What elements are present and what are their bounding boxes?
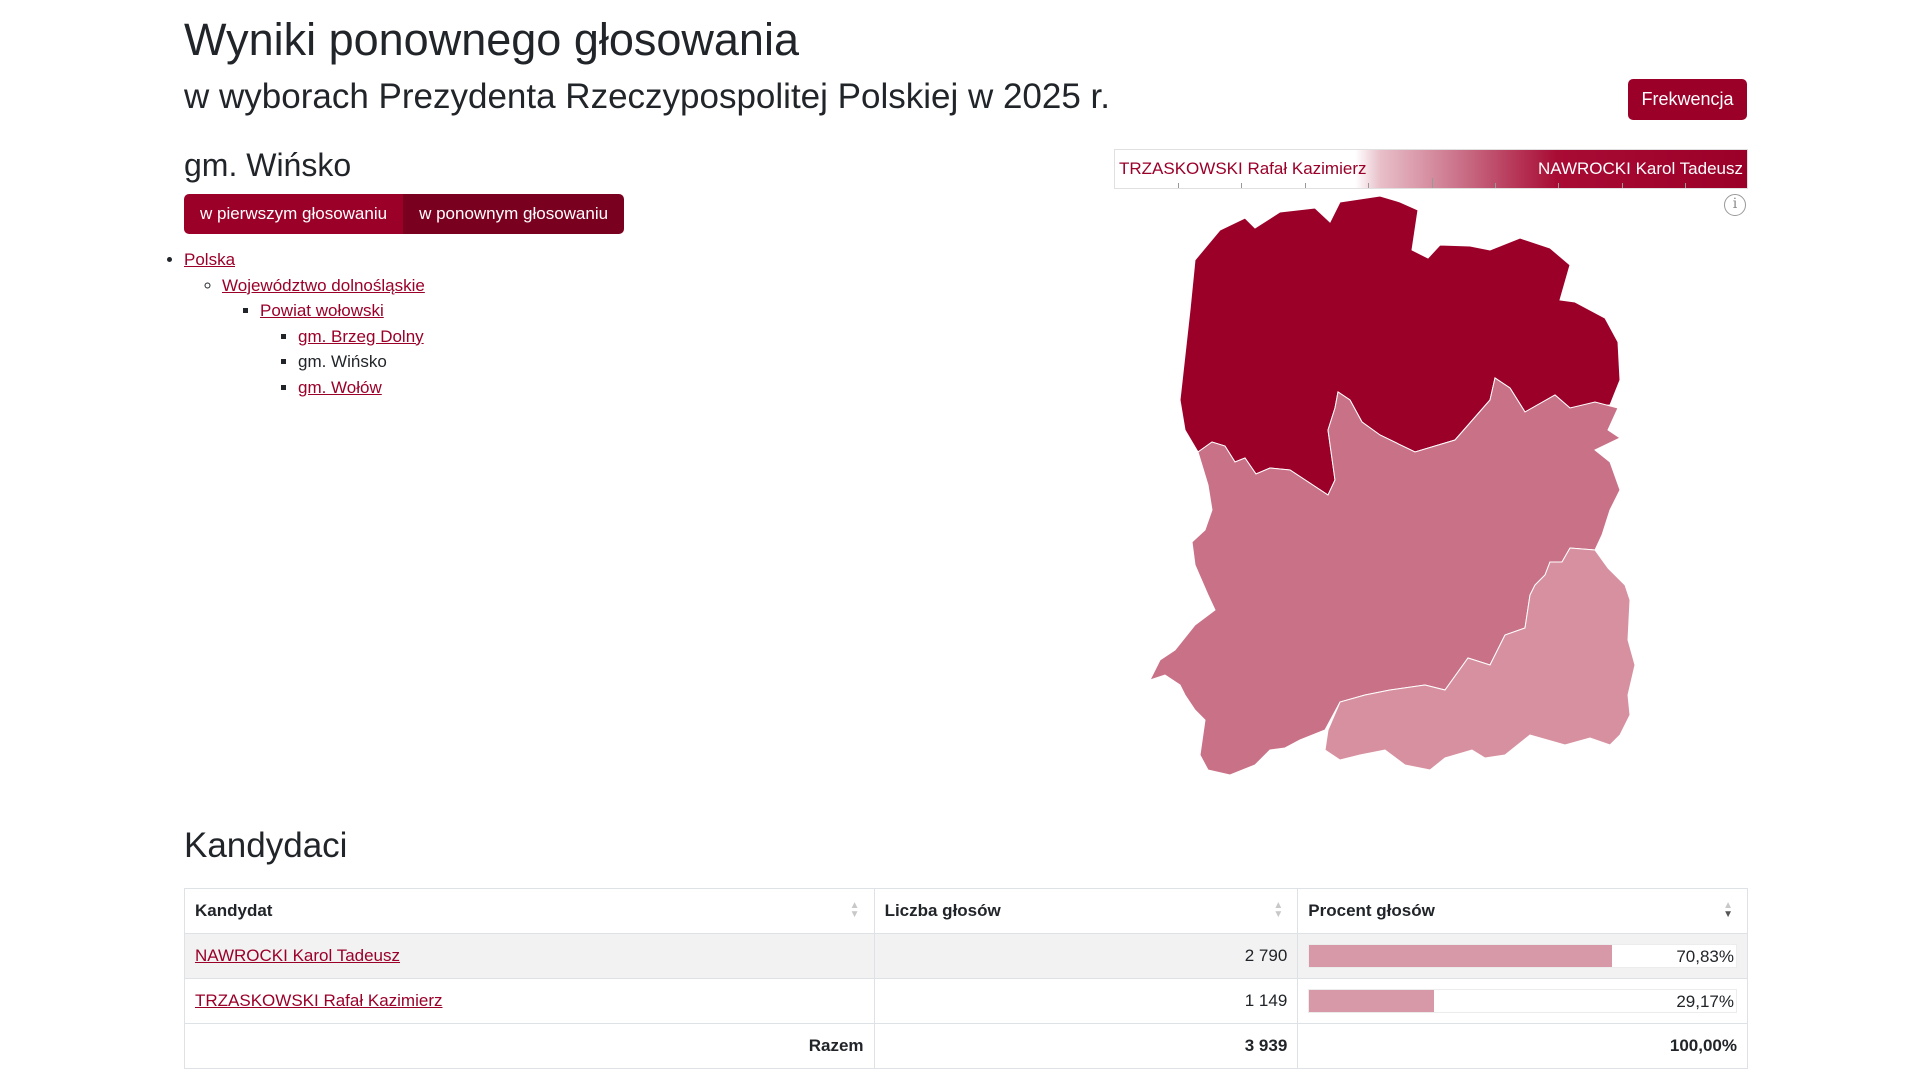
candidates-table: Kandydat ▲ ▼ Liczba głosów ▲ ▼ Procent gło…: [184, 888, 1748, 1069]
percent-cell: 70,83%: [1297, 933, 1748, 979]
percent-cell: 29,17%: [1297, 978, 1748, 1024]
legend-left-label: TRZASKOWSKI Rafał Kazimierz: [1119, 159, 1367, 178]
table-header-row: Kandydat ▲ ▼ Liczba głosów ▲ ▼ Procent gło…: [184, 888, 1748, 934]
municipality-link-wolow[interactable]: gm. Wołów: [298, 377, 382, 397]
sort-desc-icon[interactable]: ▲ ▼: [1723, 900, 1733, 920]
candidates-section-title: Kandydaci: [184, 826, 348, 865]
table-row: NAWROCKI Karol Tadeusz 2 790 70,83%: [184, 933, 1748, 979]
column-header-label: Procent głosów: [1308, 901, 1435, 920]
breadcrumb-poland-link[interactable]: Polska: [184, 250, 236, 269]
percent-bar-fill: [1309, 990, 1434, 1012]
column-header-label: Kandydat: [195, 901, 273, 920]
color-scale-legend: TRZASKOWSKI Rafał Kazimierz NAWROCKI Kar…: [1114, 149, 1748, 189]
total-label: Razem: [184, 1023, 875, 1069]
legend-right-label: NAWROCKI Karol Tadeusz: [1537, 159, 1743, 178]
tab-first-round[interactable]: w pierwszym głosowaniu: [184, 194, 404, 234]
municipality-map: [1150, 195, 1636, 776]
legend-tick: [1558, 183, 1559, 188]
breadcrumb: Polska Województwo dolnośląskie Powiat w…: [184, 247, 425, 400]
sort-icon[interactable]: ▲ ▼: [1273, 900, 1284, 920]
legend-tick: [1622, 183, 1623, 188]
total-percent: 100,00%: [1297, 1023, 1748, 1069]
legend-tick: [1368, 183, 1369, 188]
legend-tick: [1241, 183, 1242, 188]
percent-bar-fill: [1309, 945, 1612, 967]
votes-cell: 1 149: [873, 978, 1299, 1024]
votes-cell: 2 790: [873, 933, 1299, 979]
column-header-label: Liczba głosów: [884, 901, 1001, 920]
percent-bar: 29,17%: [1308, 989, 1737, 1013]
percent-value: 70,83%: [1676, 947, 1734, 966]
candidate-link-nawrocki[interactable]: NAWROCKI Karol Tadeusz: [195, 946, 401, 965]
turnout-button[interactable]: Frekwencja: [1628, 79, 1747, 120]
info-icon[interactable]: i: [1724, 194, 1746, 216]
column-header-votes[interactable]: Liczba głosów ▲ ▼: [873, 888, 1299, 934]
municipality-link-brzeg-dolny[interactable]: gm. Brzeg Dolny: [298, 326, 424, 346]
percent-value: 29,17%: [1676, 992, 1734, 1011]
municipality-current-winsko: gm. Wińsko: [298, 352, 387, 371]
percent-bar: 70,83%: [1308, 944, 1737, 968]
page-title: Wyniki ponownego głosowania: [184, 14, 799, 65]
breadcrumb-voivodeship-link[interactable]: Województwo dolnośląskie: [222, 275, 425, 295]
table-total-row: Razem 3 939 100,00%: [184, 1023, 1748, 1069]
tab-second-round[interactable]: w ponownym głosowaniu: [403, 194, 625, 234]
sort-icon[interactable]: ▲ ▼: [849, 900, 860, 920]
area-name: gm. Wińsko: [184, 147, 352, 183]
column-header-candidate[interactable]: Kandydat ▲ ▼: [184, 888, 875, 934]
total-votes: 3 939: [873, 1023, 1299, 1069]
legend-tick: [1685, 183, 1686, 188]
legend-tick: [1495, 183, 1496, 188]
round-tabs: w pierwszym głosowaniu w ponownym głosow…: [184, 194, 625, 234]
page-subtitle: w wyborach Prezydenta Rzeczypospolitej P…: [184, 77, 1110, 116]
legend-tick: [1305, 183, 1306, 188]
map-region-southeast[interactable]: [1324, 547, 1636, 771]
table-row: TRZASKOWSKI Rafał Kazimierz 1 149 29,17%: [184, 978, 1748, 1024]
legend-tick: [1432, 178, 1433, 188]
candidate-link-trzaskowski[interactable]: TRZASKOWSKI Rafał Kazimierz: [195, 991, 443, 1010]
column-header-percent[interactable]: Procent głosów ▲ ▼: [1297, 888, 1748, 934]
breadcrumb-county-link[interactable]: Powiat wołowski: [260, 301, 384, 320]
legend-tick: [1178, 183, 1179, 188]
